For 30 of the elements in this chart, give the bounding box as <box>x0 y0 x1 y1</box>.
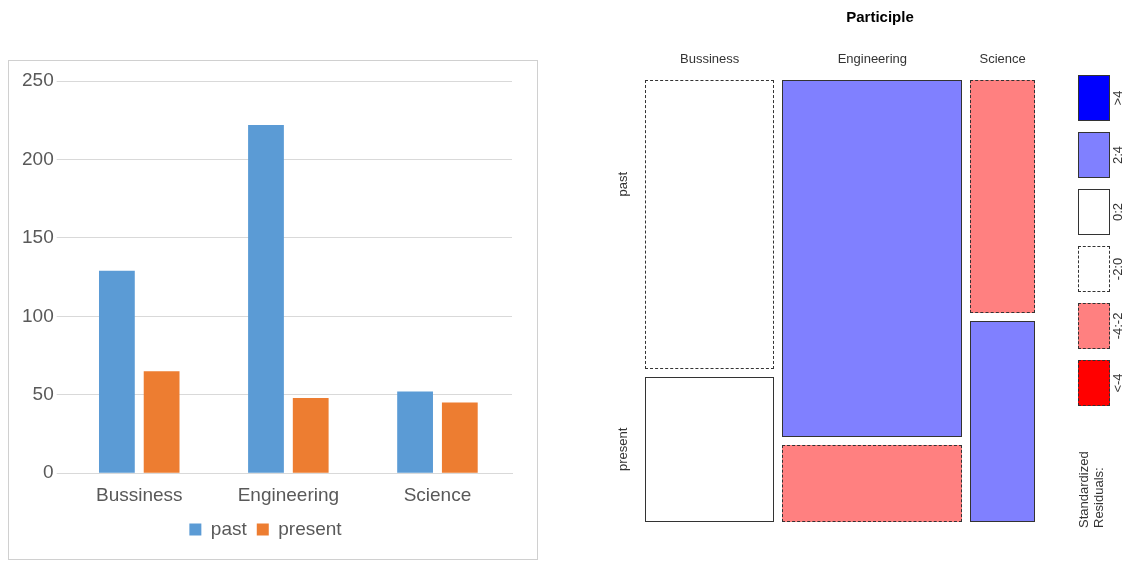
text: Participle <box>846 8 914 25</box>
y-tick-label: 200 <box>22 147 54 169</box>
text: 0:2 <box>1110 202 1125 222</box>
category-label: present <box>615 427 630 471</box>
legend-label: present <box>278 517 343 539</box>
bar <box>292 397 329 473</box>
category-label: Science <box>979 51 1026 66</box>
y-tick-label: 50 <box>32 382 54 404</box>
category-label: Bussiness <box>680 51 740 66</box>
text: 2:4 <box>1110 145 1125 165</box>
legend-label: past <box>210 517 248 539</box>
y-tick-label: 150 <box>22 226 54 248</box>
text: >4 <box>1110 90 1125 106</box>
bar <box>248 124 284 473</box>
category-label: Engineering <box>837 51 908 66</box>
bar <box>397 391 433 473</box>
bar <box>98 270 135 473</box>
x-tick-label: Engineering <box>237 483 340 505</box>
legend-title: Standardized Residuals: <box>1076 451 1106 528</box>
y-tick-label: 100 <box>22 304 54 326</box>
category-label: past <box>615 172 630 197</box>
text: -2:0 <box>1110 257 1125 281</box>
bar <box>143 371 180 473</box>
y-tick-label: 250 <box>22 69 54 91</box>
x-tick-label: Bussiness <box>95 483 183 505</box>
x-tick-label: Science <box>403 483 472 505</box>
text: -4:-2 <box>1110 312 1125 340</box>
text: <-4 <box>1110 373 1125 393</box>
bar <box>441 402 478 473</box>
y-tick-label: 0 <box>43 461 54 483</box>
